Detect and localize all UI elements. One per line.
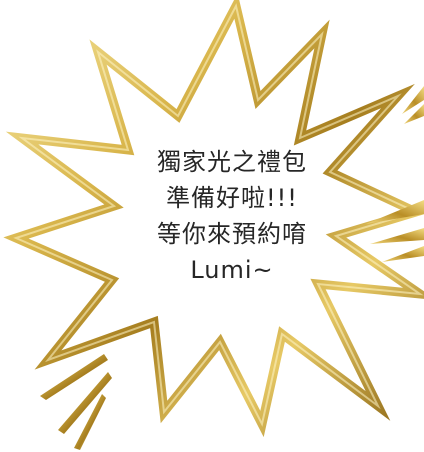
message-line-4: Lumi~ (190, 256, 274, 284)
right-spikes-icon (366, 86, 424, 262)
message-line-3: 等你來預約唷 (157, 220, 307, 248)
starburst-inner-highlight (13, 3, 424, 427)
promo-message: 獨家光之禮包 準備好啦!!! 等你來預約唷 Lumi~ (112, 144, 352, 288)
message-line-1: 獨家光之禮包 (157, 148, 307, 176)
bottom-left-spikes-icon (40, 354, 112, 450)
message-line-2: 準備好啦!!! (166, 184, 298, 212)
